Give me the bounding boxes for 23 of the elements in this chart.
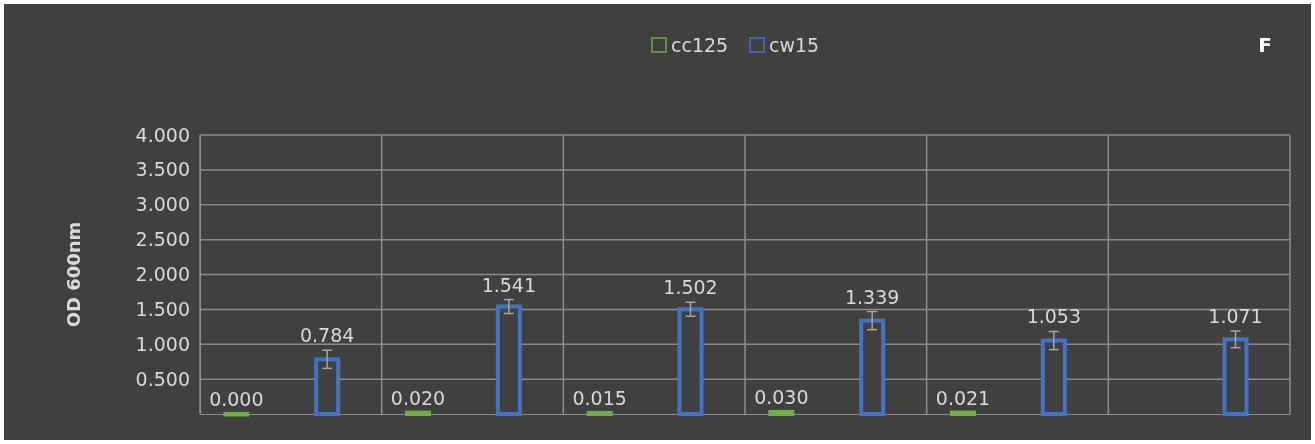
- data-label: 0.000: [209, 388, 264, 410]
- data-label: 0.015: [572, 386, 627, 409]
- y-tick-label: 0.500: [135, 367, 190, 390]
- y-tick-label: 3.000: [135, 193, 190, 216]
- data-label: 0.021: [935, 386, 991, 409]
- y-tick-label: 1.500: [135, 297, 190, 320]
- text: F: [1258, 33, 1272, 57]
- y-tick-label: 3.500: [135, 158, 190, 181]
- data-label: 1.053: [1026, 305, 1082, 328]
- y-axis-title: OD 600nm: [63, 221, 84, 328]
- data-label: 0.784: [299, 324, 355, 347]
- data-label: 0.020: [390, 386, 446, 409]
- y-tick-label: 2.500: [135, 228, 190, 251]
- data-label: 1.541: [481, 273, 537, 296]
- y-tick-label: 4.000: [135, 123, 190, 146]
- data-label: 1.339: [844, 285, 900, 308]
- legend-label: cc125: [671, 34, 729, 56]
- data-label: 1.071: [1208, 304, 1263, 327]
- y-tick-label: 2.000: [135, 263, 190, 286]
- data-label: 0.030: [754, 385, 809, 408]
- data-label: 1.502: [663, 276, 718, 299]
- legend-label: cw15: [769, 34, 820, 56]
- y-tick-label: 1.000: [135, 332, 190, 355]
